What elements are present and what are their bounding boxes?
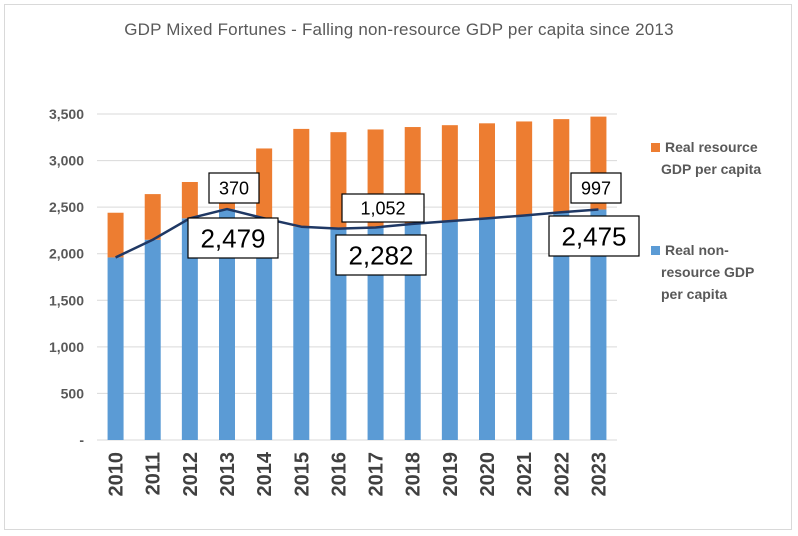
x-tick-label: 2021 [514, 452, 536, 497]
annotation-label: 370 [219, 178, 249, 198]
x-tick-label: 2014 [254, 451, 276, 496]
x-tick-label: 2010 [106, 452, 128, 497]
x-tick-label: 2011 [143, 452, 165, 495]
line-nonresource [115, 207, 599, 259]
x-tick-label: 2017 [366, 452, 388, 497]
bar-resource [516, 121, 533, 216]
legend-label-nonresource-line3: per capita [661, 286, 728, 302]
legend-label-nonresource-line1: Real non- [665, 242, 729, 258]
annotation-box [335, 234, 427, 276]
bar-nonresource [367, 227, 384, 440]
x-tick-label: 2016 [328, 452, 350, 497]
y-tick-label: 1,000 [49, 339, 84, 355]
chart-title: GDP Mixed Fortunes - Falling non-resourc… [124, 20, 674, 39]
bar-nonresource [441, 221, 458, 440]
annotation-label: 2,479 [200, 223, 265, 253]
bar-resource [256, 148, 273, 219]
bar-nonresource [293, 226, 310, 440]
bar-resource [181, 181, 198, 219]
legend-label-nonresource-line2: resource GDP [661, 264, 755, 280]
bar-resource [479, 123, 495, 219]
annotation-box [341, 193, 425, 223]
legend-item-resource: Real resource GDP per capita [651, 136, 791, 186]
annotation-box [548, 215, 640, 257]
bar-nonresource [404, 223, 421, 440]
bar-resource [441, 125, 458, 222]
y-tick-label: 2,500 [49, 199, 84, 215]
x-tick-label: 2013 [217, 452, 239, 497]
annotation-label: 1,052 [360, 198, 405, 218]
bar-resource [144, 194, 161, 240]
x-tick-label: 2022 [551, 452, 573, 497]
annotation-label: 2,475 [561, 221, 626, 251]
x-tick-label: 2012 [180, 452, 202, 497]
legend-label-resource-line1: Real resource [665, 139, 758, 155]
bar-nonresource [107, 257, 124, 440]
x-tick-label: 2023 [588, 452, 610, 497]
legend-swatch-nonresource [651, 246, 660, 255]
x-tick-label: 2020 [477, 452, 499, 497]
bar-nonresource [181, 218, 198, 440]
bar-resource [107, 212, 124, 258]
x-tick-label: 2018 [403, 452, 425, 497]
legend-item-nonresource: Real non- resource GDP per capita [651, 239, 791, 309]
bar-nonresource [553, 212, 570, 440]
annotation-label: 2,282 [348, 240, 413, 270]
bar-resource [553, 119, 570, 213]
legend: Real resource GDP per capita Real non- r… [651, 136, 791, 316]
legend-swatch-resource [651, 143, 660, 152]
y-tick-label: 1,500 [49, 292, 84, 308]
bar-nonresource [479, 218, 495, 440]
y-tick-label: 3,500 [49, 106, 84, 122]
bar-resource [293, 128, 310, 227]
y-tick-label: 500 [61, 385, 85, 401]
annotation-box [187, 217, 279, 259]
annotation-box [570, 172, 622, 204]
bar-nonresource [144, 239, 161, 440]
y-tick-label: 2,000 [49, 246, 84, 262]
bar-nonresource [330, 228, 347, 440]
x-tick-label: 2015 [291, 452, 313, 497]
y-tick-label: - [79, 432, 84, 448]
x-tick-label: 2019 [440, 452, 462, 497]
y-tick-label: 3,000 [49, 153, 84, 169]
legend-label-resource-line2: GDP per capita [661, 161, 762, 177]
annotation-box [208, 172, 260, 204]
bar-nonresource [256, 218, 273, 440]
bar-nonresource [590, 209, 607, 440]
bar-nonresource [516, 215, 533, 440]
annotation-label: 997 [581, 178, 611, 198]
bar-nonresource [219, 209, 235, 440]
